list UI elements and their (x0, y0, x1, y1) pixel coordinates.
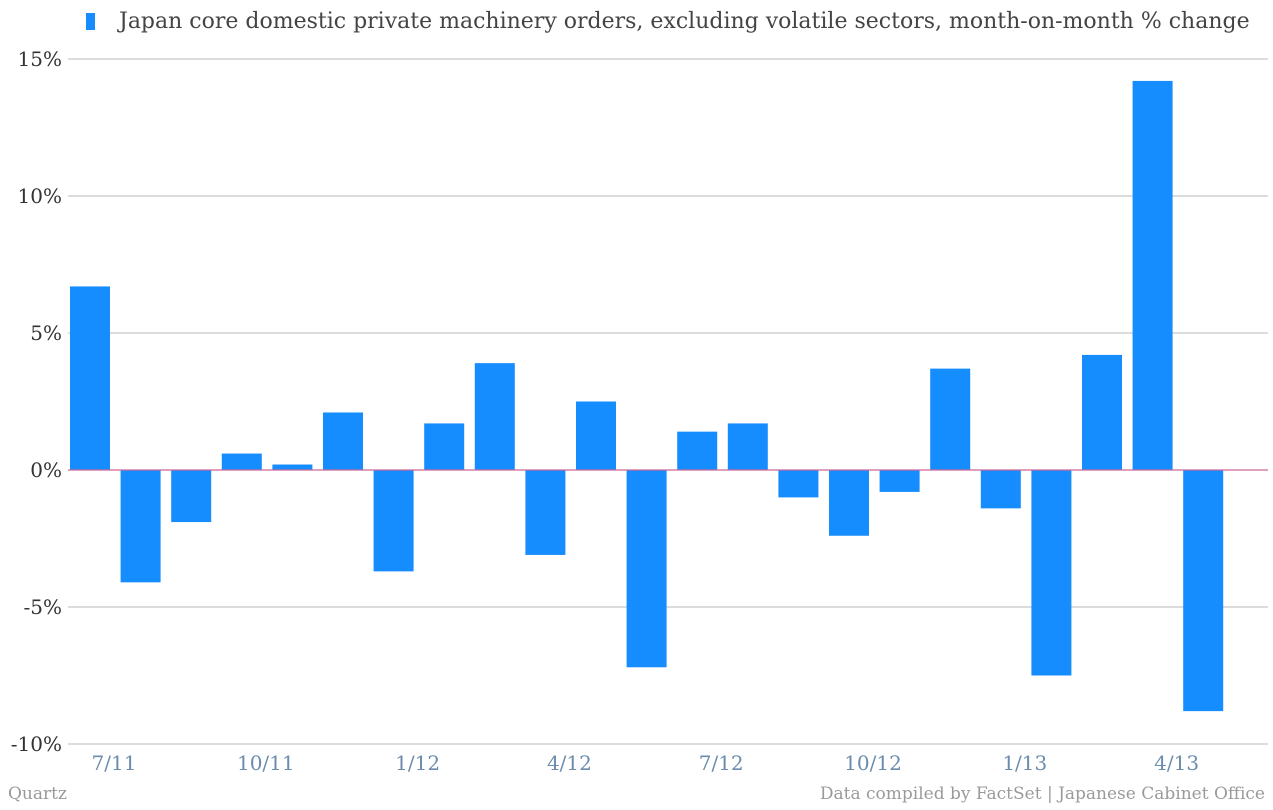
bar-2-12 (424, 423, 465, 470)
bars (70, 80, 1224, 712)
brand-label: Quartz (8, 784, 67, 804)
bar-3-13 (1082, 354, 1122, 470)
bar-11-12 (879, 470, 920, 492)
legend: Japan core domestic private machinery or… (86, 6, 1250, 36)
x-tick-label: 7/12 (699, 751, 744, 775)
y-tick-label: 15% (18, 47, 62, 71)
bar-8-12 (727, 423, 768, 470)
bar-1-13 (980, 470, 1021, 509)
bar-10-12 (829, 470, 869, 536)
bar-7-12 (677, 431, 718, 470)
grid-lines (68, 58, 1268, 745)
x-tick-label: 10/12 (844, 751, 902, 775)
bar-5-12 (576, 401, 616, 470)
y-tick-label: 10% (18, 184, 62, 208)
bar-5-13 (1183, 470, 1224, 712)
legend-swatch (86, 12, 95, 30)
x-tick-label: 1/13 (1002, 751, 1047, 775)
x-axis-ticks: 7/11 10/11 1/12 4/12 7/12 10/12 1/13 4/13 (92, 751, 1200, 775)
legend-label: Japan core domestic private machinery or… (119, 8, 1250, 34)
y-tick-label: -10% (11, 732, 62, 756)
bar-6-12 (626, 470, 667, 668)
bar-4-12 (525, 470, 566, 555)
bar-3-12 (474, 363, 515, 470)
bar-4-13 (1132, 80, 1173, 471)
bar-1-12 (373, 470, 414, 572)
bar-7-11 (70, 286, 110, 470)
x-tick-label: 1/12 (395, 751, 440, 775)
y-axis-ticks: 15% 10% 5% 0% -5% -10% (11, 47, 62, 756)
bar-11-11 (272, 464, 313, 470)
bar-12-11 (323, 412, 363, 470)
bar-9-12 (778, 470, 819, 498)
bar-12-12 (930, 368, 971, 470)
bar-9-11 (171, 470, 212, 523)
y-tick-label: -5% (24, 595, 63, 619)
x-tick-label: 4/13 (1154, 751, 1199, 775)
x-tick-label: 7/11 (92, 751, 137, 775)
source-note: Data compiled by FactSet | Japanese Cabi… (819, 784, 1265, 804)
x-tick-label: 4/12 (547, 751, 592, 775)
bar-10-11 (221, 453, 262, 470)
x-tick-label: 10/11 (237, 751, 295, 775)
bar-8-11 (120, 470, 161, 583)
y-tick-label: 0% (30, 458, 62, 482)
y-tick-label: 5% (30, 321, 62, 345)
bar-2-13 (1031, 470, 1072, 676)
